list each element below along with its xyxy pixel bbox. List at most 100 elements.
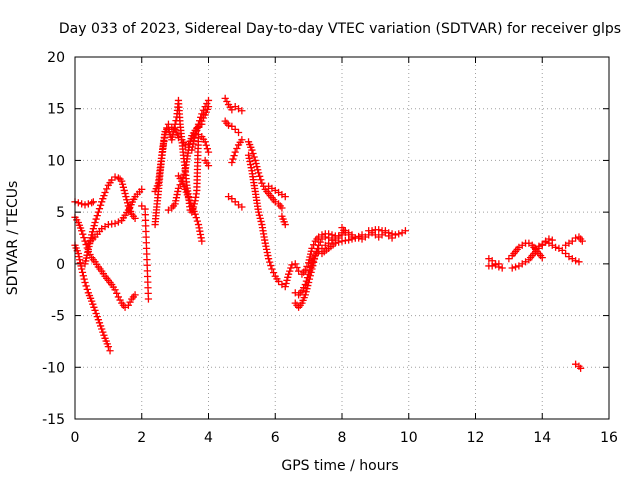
data-point	[106, 347, 114, 355]
data-point	[114, 218, 122, 226]
data-point	[100, 191, 108, 200]
data-point	[80, 234, 88, 242]
data-point	[78, 265, 86, 273]
data-point	[230, 152, 238, 160]
data-point	[228, 122, 236, 130]
data-point	[74, 199, 82, 207]
x-tick-label: 10	[400, 430, 418, 446]
data-point	[268, 265, 276, 273]
data-point	[89, 300, 97, 308]
data-point	[196, 230, 205, 239]
data-point	[111, 173, 119, 181]
data-point	[111, 286, 119, 294]
data-point	[103, 185, 111, 193]
data-point	[391, 231, 399, 239]
data-point	[307, 263, 315, 271]
data-point	[76, 256, 84, 264]
data-point	[95, 205, 104, 213]
data-point	[75, 253, 83, 261]
data-point	[204, 96, 213, 105]
x-tick-label: 6	[271, 430, 280, 446]
y-tick-label: 15	[47, 102, 65, 118]
data-point	[305, 270, 313, 278]
x-tick-label: 16	[600, 430, 618, 446]
y-tick-label: 20	[47, 50, 65, 66]
data-point	[98, 198, 106, 206]
data-point	[249, 149, 257, 158]
series-arc15	[221, 117, 243, 137]
series-arc7	[138, 202, 153, 303]
x-tick-label: 0	[71, 430, 80, 446]
data-point	[348, 233, 356, 241]
data-point	[281, 220, 289, 229]
data-point	[164, 120, 173, 128]
series-arc18	[244, 138, 286, 212]
data-point	[174, 187, 182, 196]
series-arc5	[84, 185, 146, 247]
data-point	[203, 99, 211, 108]
data-point	[101, 188, 109, 197]
data-point	[126, 298, 134, 306]
data-point	[190, 137, 198, 145]
data-point	[395, 230, 403, 238]
data-point	[172, 197, 180, 205]
data-point	[491, 261, 500, 269]
series-arc13	[201, 156, 213, 170]
data-point	[247, 164, 255, 172]
data-point	[196, 227, 204, 235]
data-point	[234, 128, 243, 137]
series-arc17	[228, 136, 246, 167]
data-point	[244, 151, 253, 159]
data-points	[71, 94, 586, 372]
data-point	[188, 146, 196, 154]
data-point	[228, 106, 236, 114]
series-arc21	[278, 212, 289, 229]
data-point	[287, 264, 295, 272]
data-point	[197, 113, 205, 121]
y-tick-label: 5	[56, 205, 65, 221]
data-point	[302, 277, 310, 285]
data-point	[310, 241, 318, 249]
data-point	[201, 103, 209, 111]
data-point	[278, 204, 286, 212]
data-point	[121, 189, 129, 198]
data-point	[114, 293, 122, 301]
data-point	[264, 255, 273, 263]
data-point	[116, 296, 124, 304]
y-tick-label: 0	[56, 257, 65, 273]
data-point	[92, 309, 100, 318]
data-point	[252, 159, 260, 168]
data-point	[568, 237, 576, 245]
data-point	[197, 234, 205, 242]
y-tick-label: -5	[51, 309, 65, 325]
data-point	[253, 163, 261, 171]
series-arc4	[81, 173, 124, 268]
x-tick-label: 8	[338, 430, 347, 446]
data-point	[96, 201, 105, 209]
data-point	[257, 217, 265, 226]
data-point	[76, 259, 84, 267]
data-point	[204, 148, 213, 156]
y-tick-label: 10	[47, 153, 65, 169]
data-point	[79, 230, 87, 238]
data-point	[488, 262, 496, 270]
data-point	[193, 124, 201, 132]
data-point	[100, 331, 108, 339]
data-point	[298, 287, 306, 295]
x-tick-label: 12	[467, 430, 485, 446]
data-point	[198, 237, 206, 245]
data-point	[257, 176, 265, 184]
data-point	[123, 199, 132, 207]
data-point	[124, 301, 132, 309]
data-point	[301, 280, 309, 289]
data-point	[172, 194, 181, 202]
data-point	[191, 210, 199, 218]
data-point	[118, 177, 126, 185]
series-arc2	[71, 213, 139, 311]
data-point	[274, 277, 283, 286]
data-point	[575, 258, 583, 266]
data-point	[401, 227, 410, 235]
data-point	[285, 270, 293, 278]
data-point	[95, 319, 104, 327]
data-point	[293, 263, 301, 272]
